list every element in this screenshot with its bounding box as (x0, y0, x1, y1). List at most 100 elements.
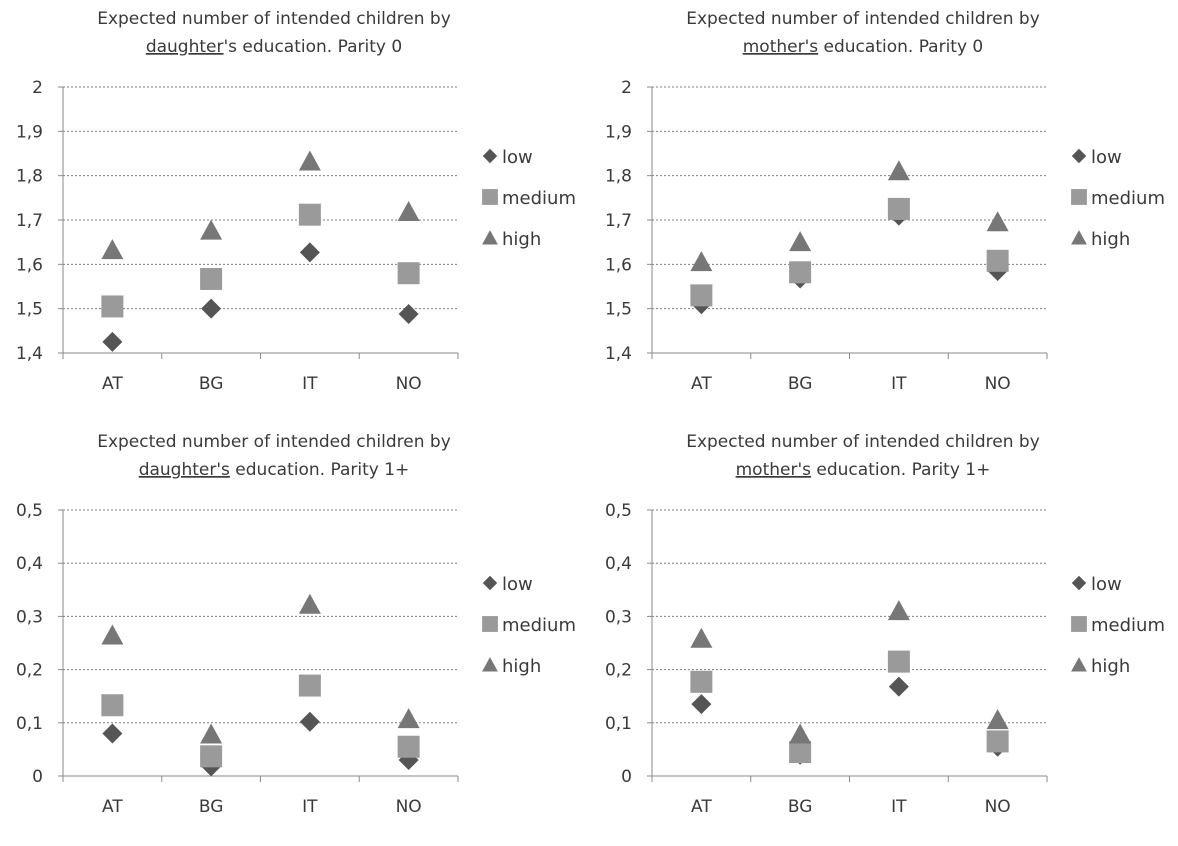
legend-marker-low (1071, 575, 1087, 591)
legend-label-low: low (1091, 147, 1122, 168)
legend-label-medium: medium (1091, 615, 1165, 636)
data-point-low (299, 711, 320, 732)
legend-marker-low (1071, 148, 1087, 164)
chart-svg-0: Expected number of intended children by d… (16, 9, 576, 394)
y-tick-label: 0,4 (605, 554, 632, 574)
data-point-high (789, 723, 812, 744)
x-tick-label: AT (691, 797, 712, 817)
y-tick-label: 1,8 (605, 167, 632, 187)
legend-label-low: low (502, 147, 533, 168)
legend-marker-medium (1071, 616, 1087, 632)
legend-label-high: high (1091, 229, 1130, 250)
data-point-high (200, 723, 223, 744)
chart-title-line-2: mother's education. Parity 0 (743, 37, 984, 57)
y-tick-label: 0,2 (605, 661, 632, 681)
data-point-low (398, 303, 419, 324)
chart-svg-3: Expected number of intended children by m… (605, 432, 1165, 817)
y-tick-label: 0,1 (605, 714, 632, 734)
data-point-low (888, 676, 909, 697)
data-point-high (397, 708, 420, 729)
chart-title-line-1: Expected number of intended children by (686, 9, 1040, 29)
data-point-medium (690, 284, 713, 307)
legend-label-medium: medium (502, 615, 576, 636)
legend-marker-high (1071, 230, 1087, 245)
data-point-medium (887, 650, 910, 673)
chart-title-line-2: daughter's education. Parity 0 (146, 37, 402, 57)
legend-label-high: high (1091, 656, 1130, 677)
data-point-high (986, 211, 1009, 232)
data-point-medium (101, 694, 124, 717)
x-tick-label: AT (102, 374, 123, 394)
x-tick-label: BG (788, 374, 813, 394)
y-tick-label: 0,4 (16, 554, 43, 574)
data-point-high (690, 251, 713, 272)
legend-marker-medium (482, 189, 498, 205)
x-tick-label: IT (302, 797, 318, 817)
chart-title-underlined-word: mother's (736, 460, 812, 480)
data-point-medium (397, 262, 420, 285)
chart-title-rest: education. Parity 0 (818, 37, 983, 57)
chart-title-line-2: daughter's education. Parity 1+ (139, 460, 410, 480)
legend-marker-high (482, 657, 498, 672)
legend-marker-medium (482, 616, 498, 632)
data-point-high (690, 627, 713, 648)
x-tick-label: NO (396, 797, 422, 817)
y-tick-label: 0 (32, 767, 43, 787)
x-tick-label: IT (302, 374, 318, 394)
y-tick-label: 1,5 (16, 300, 43, 320)
legend-label-high: high (502, 656, 541, 677)
x-tick-label: IT (891, 374, 907, 394)
chart-mother-parity-0: Expected number of intended children by m… (589, 0, 1178, 423)
x-tick-label: AT (691, 374, 712, 394)
y-tick-label: 1,4 (16, 344, 43, 364)
y-tick-label: 0,1 (16, 714, 43, 734)
data-point-high (887, 160, 910, 181)
chart-svg-1: Expected number of intended children by m… (605, 9, 1165, 394)
data-point-medium (690, 670, 713, 693)
x-tick-label: NO (985, 374, 1011, 394)
y-tick-label: 1,9 (605, 122, 632, 142)
y-tick-label: 0,5 (16, 501, 43, 521)
x-tick-label: NO (396, 374, 422, 394)
data-point-medium (101, 295, 124, 318)
legend-label-medium: medium (502, 188, 576, 209)
data-point-medium (789, 261, 812, 284)
y-tick-label: 0 (621, 767, 632, 787)
data-point-high (298, 593, 321, 614)
chart-title-rest: education. Parity 1+ (811, 460, 990, 480)
chart-title-line-1: Expected number of intended children by (686, 432, 1040, 452)
chart-daughter-parity-1plus: Expected number of intended children by d… (0, 423, 589, 846)
legend-marker-high (482, 230, 498, 245)
data-point-high (887, 600, 910, 621)
data-point-high (397, 201, 420, 222)
x-tick-label: IT (891, 797, 907, 817)
legend-marker-low (482, 148, 498, 164)
data-point-low (691, 694, 712, 715)
y-tick-label: 0,5 (605, 501, 632, 521)
data-point-medium (298, 203, 321, 226)
data-point-low (102, 331, 123, 352)
data-point-medium (200, 267, 223, 290)
chart-title-underlined-word: daughter's (139, 460, 230, 480)
data-point-high (298, 150, 321, 171)
data-point-high (986, 709, 1009, 730)
chart-title-rest: 's education. Parity 0 (224, 37, 403, 57)
y-tick-label: 1,5 (605, 300, 632, 320)
data-point-medium (789, 741, 812, 764)
y-tick-label: 0,2 (16, 661, 43, 681)
y-tick-label: 0,3 (16, 607, 43, 627)
x-tick-label: BG (199, 374, 224, 394)
y-tick-label: 1,7 (16, 211, 43, 231)
legend-label-low: low (1091, 574, 1122, 595)
y-tick-label: 1,4 (605, 344, 632, 364)
data-point-high (101, 624, 124, 645)
y-tick-label: 2 (32, 78, 43, 98)
y-tick-label: 1,6 (16, 255, 43, 275)
chart-title-line-2: mother's education. Parity 1+ (736, 460, 991, 480)
data-point-high (200, 219, 223, 240)
x-tick-label: BG (788, 797, 813, 817)
legend-marker-high (1071, 657, 1087, 672)
data-point-medium (887, 197, 910, 220)
legend-label-medium: medium (1091, 188, 1165, 209)
legend-marker-medium (1071, 189, 1087, 205)
